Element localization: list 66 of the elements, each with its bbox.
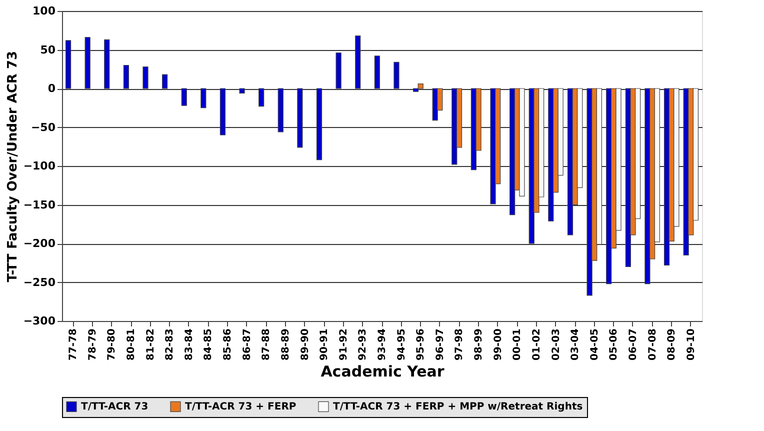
x-tick-label: 87-88: [261, 328, 272, 360]
bar: [181, 88, 187, 106]
x-tick-label: 02-03: [550, 328, 562, 360]
x-tick-label: 85-86: [222, 328, 234, 360]
y-tick-label: 0: [48, 82, 56, 95]
bar: [394, 62, 400, 89]
x-tick-label: 94-95: [396, 328, 408, 360]
x-tick-label: 07-08: [647, 328, 658, 360]
bar: [162, 74, 168, 89]
y-tick-label: −300: [23, 314, 56, 328]
bar: [84, 37, 90, 89]
x-tick-label: 77-78: [68, 328, 80, 360]
x-tick-label: 84-85: [203, 328, 214, 360]
y-tick-label: −150: [23, 198, 56, 212]
x-tick-label: 83-84: [184, 328, 195, 360]
x-tick-label: 04-05: [589, 328, 600, 360]
bar: [336, 52, 342, 89]
legend-label: T/TT-ACR 73: [81, 402, 148, 413]
x-tick-label: 79-80: [106, 328, 118, 360]
bar: [374, 56, 380, 89]
x-tick-label: 81-82: [145, 328, 156, 360]
x-tick-label: 90-91: [319, 328, 330, 360]
bar: [142, 66, 148, 89]
bar: [220, 88, 226, 136]
x-tick-label: 95-96: [416, 328, 427, 360]
x-tick-label: 06-07: [628, 328, 639, 360]
legend-label: T/TT-ACR 73 + FERP: [185, 402, 296, 413]
x-tick-label: 09-10: [686, 328, 697, 360]
bar: [123, 64, 129, 89]
y-tick-label: 50: [40, 43, 56, 56]
bar: [510, 88, 516, 216]
bar: [316, 88, 322, 160]
x-tick-label: 08-09: [666, 328, 678, 360]
bar: [200, 88, 206, 108]
x-tick-label: 05-06: [608, 328, 620, 360]
x-tick-label: 82-83: [164, 328, 176, 360]
x-axis-title: Academic Year: [320, 362, 445, 380]
bar: [258, 88, 264, 107]
x-tick-label: 96-97: [434, 328, 446, 360]
x-tick-label: 89-90: [300, 328, 311, 360]
bar: [239, 88, 245, 94]
y-tick-label: −200: [23, 237, 56, 250]
bar: [355, 36, 361, 89]
x-tick-label: 00-01: [512, 328, 524, 360]
x-tick-label: 92-93: [358, 328, 369, 360]
bar: [104, 39, 110, 89]
y-tick-label: 100: [32, 4, 56, 18]
x-tick-label: 97-98: [454, 328, 466, 360]
legend-label: T/TT-ACR 73 + FERP + MPP w/Retreat Rights: [333, 402, 583, 413]
x-tick-label: 80-81: [126, 328, 138, 360]
x-tick-label: 78-79: [87, 328, 98, 360]
x-tick-label: 98-99: [474, 328, 485, 360]
y-tick-label: −100: [23, 160, 56, 172]
bar: [65, 40, 72, 89]
y-axis-title: T-TT Faculty Over/Under ACR 73: [5, 50, 20, 282]
y-tick-label: −50: [30, 120, 56, 134]
x-tick-label: 99-00: [492, 328, 504, 360]
x-tick-label: 01-02: [531, 328, 542, 360]
x-tick-label: 88-89: [280, 328, 292, 360]
bar: [278, 88, 284, 132]
x-tick-label: 91-92: [338, 328, 350, 360]
x-tick-label: 86-87: [242, 328, 253, 360]
x-tick-label: 03-04: [570, 328, 582, 360]
x-tick-label: 93-94: [377, 328, 388, 360]
y-tick-label: −250: [23, 276, 56, 289]
bar: [297, 88, 303, 148]
